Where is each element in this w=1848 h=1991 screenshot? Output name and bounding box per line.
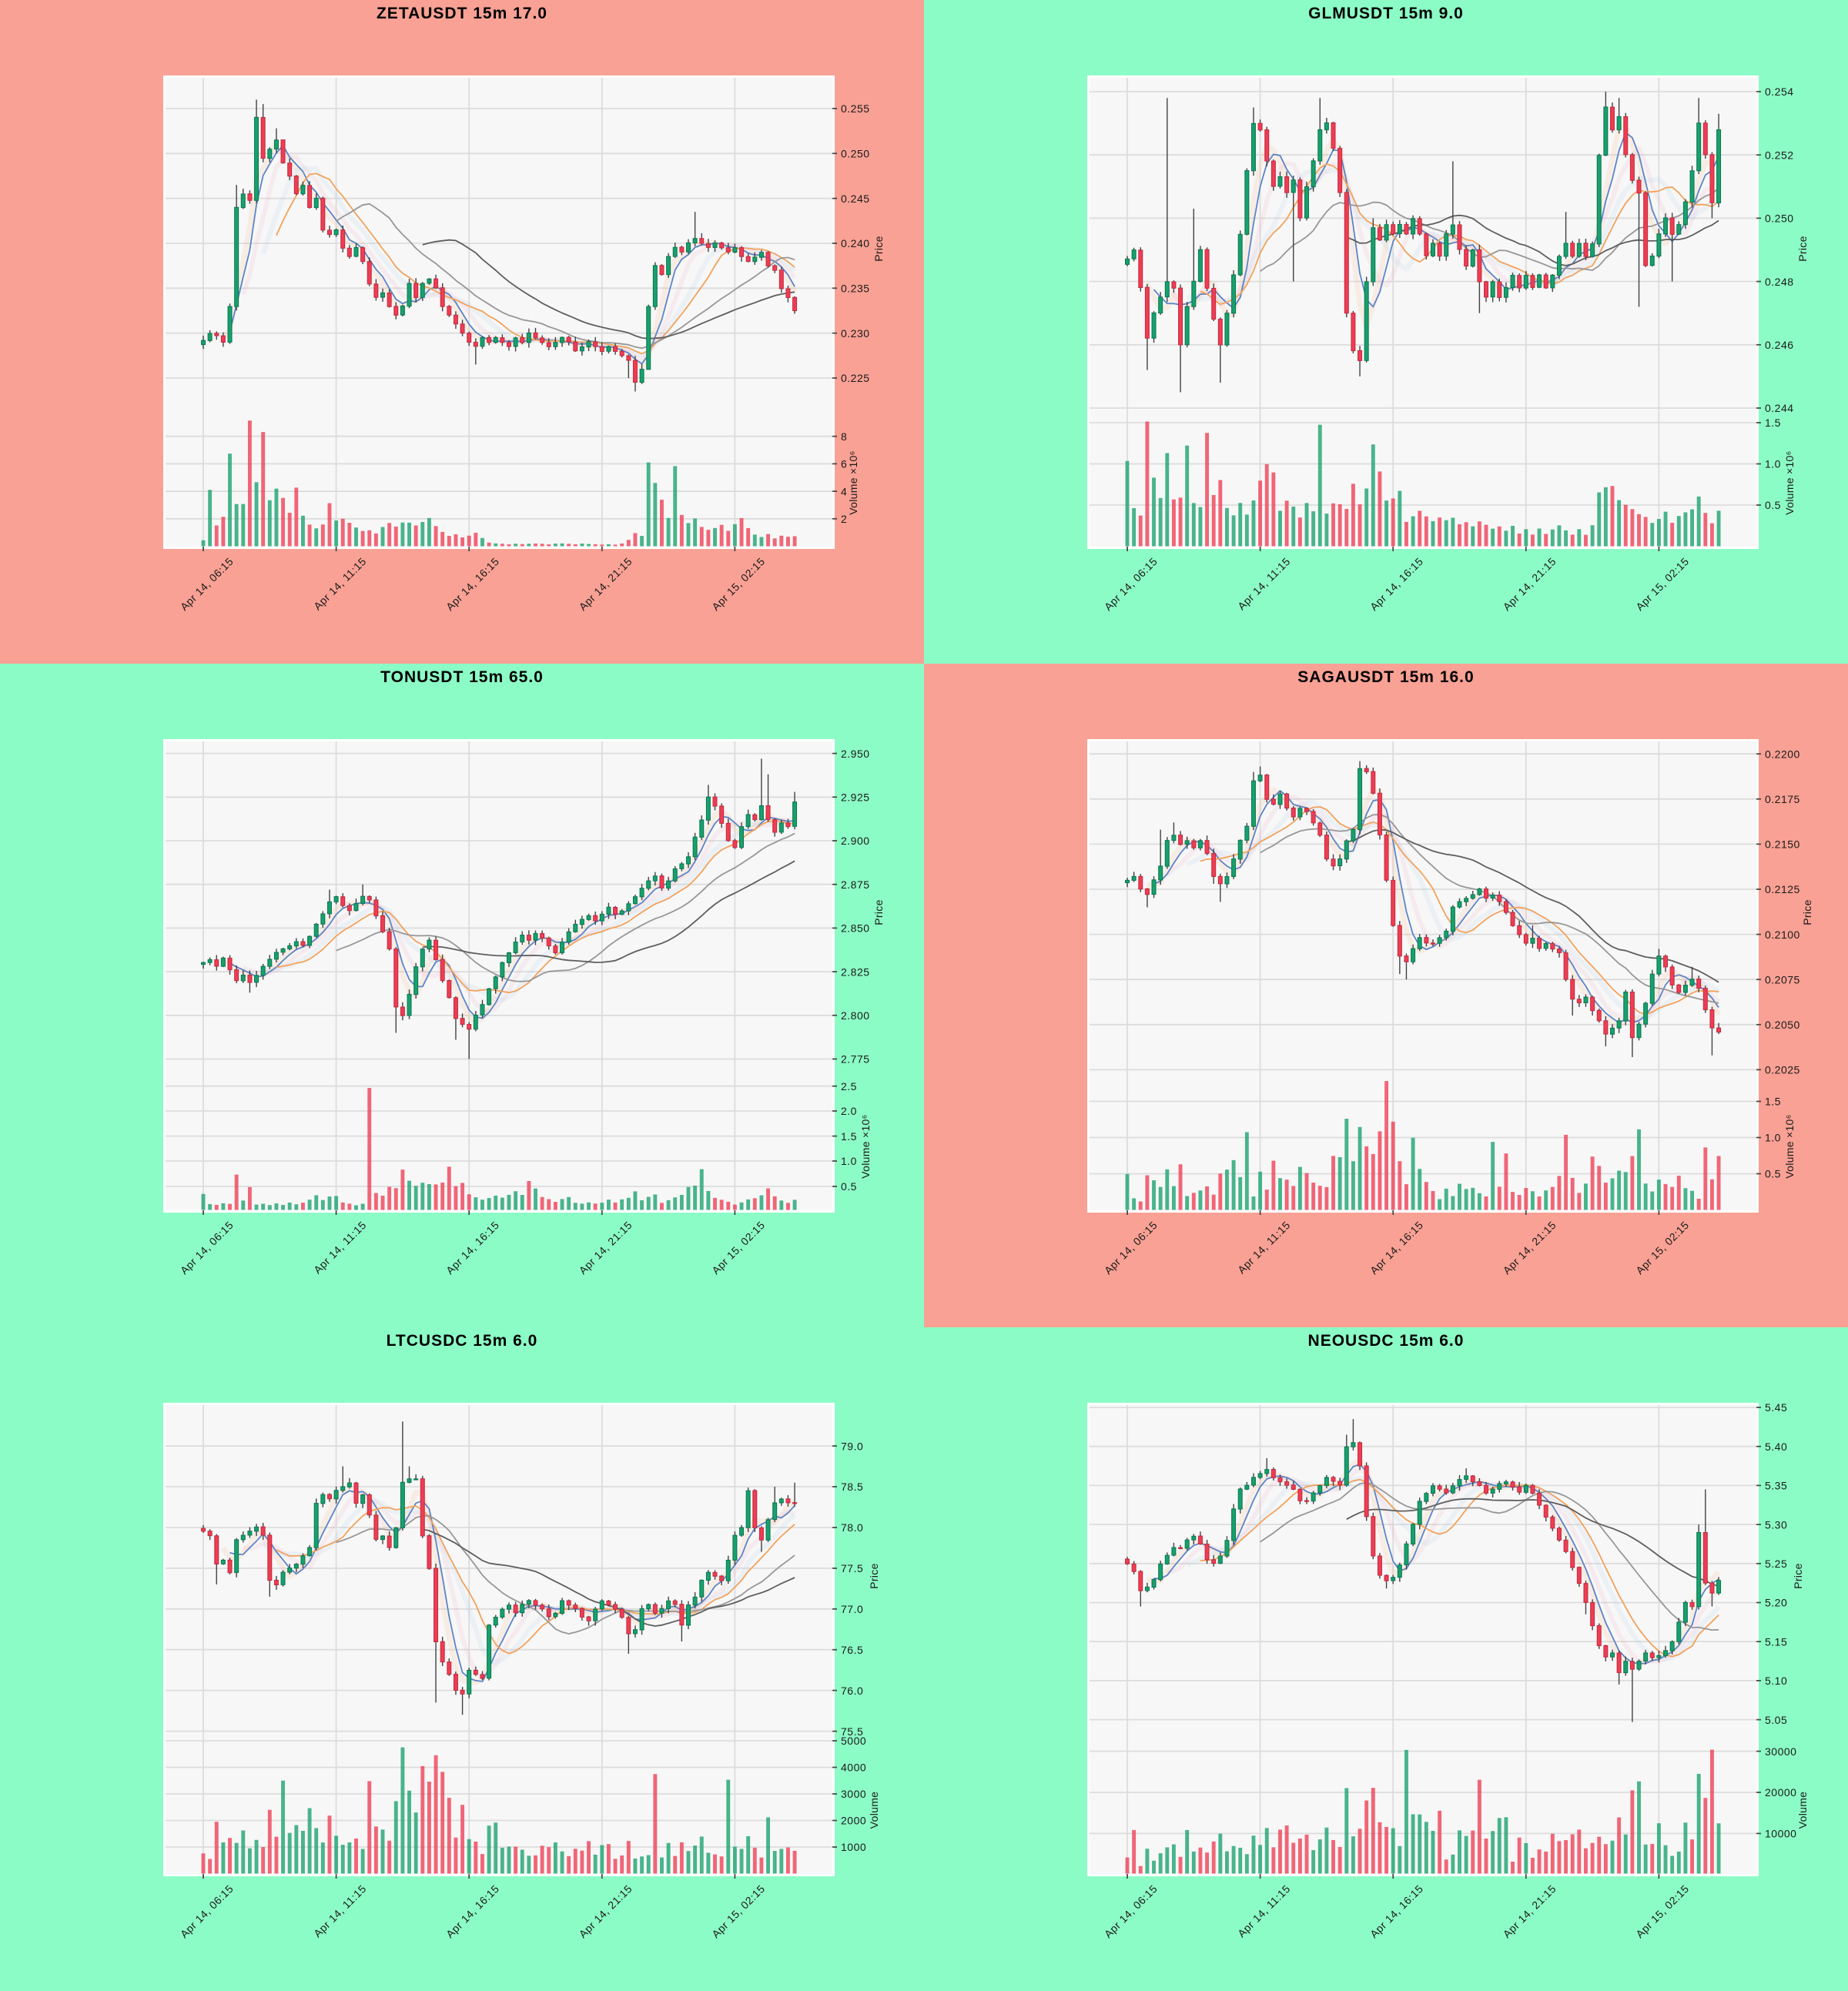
svg-text:SAGAUSDT 15m 16.0: SAGAUSDT 15m 16.0 (1297, 668, 1474, 686)
svg-text:Price: Price (868, 1563, 880, 1588)
svg-text:77.0: 77.0 (841, 1603, 863, 1615)
svg-text:Price: Price (1796, 236, 1809, 261)
svg-text:Volume ×10⁶: Volume ×10⁶ (1783, 1114, 1796, 1178)
svg-text:1000: 1000 (841, 1841, 866, 1853)
svg-text:5.35: 5.35 (1765, 1480, 1787, 1492)
svg-text:NEOUSDC 15m 6.0: NEOUSDC 15m 6.0 (1308, 1332, 1465, 1350)
svg-text:2.775: 2.775 (841, 1053, 870, 1066)
svg-text:6: 6 (841, 458, 847, 470)
svg-text:77.5: 77.5 (841, 1562, 863, 1574)
svg-text:ZETAUSDT 15m 17.0: ZETAUSDT 15m 17.0 (377, 5, 547, 22)
svg-text:Volume ×10⁶: Volume ×10⁶ (1783, 450, 1796, 514)
svg-text:8: 8 (841, 430, 847, 443)
svg-text:5.45: 5.45 (1765, 1401, 1787, 1414)
svg-text:0.2150: 0.2150 (1765, 838, 1800, 851)
svg-text:0.2100: 0.2100 (1765, 929, 1800, 941)
svg-text:1.0: 1.0 (841, 1155, 857, 1167)
svg-text:0.255: 0.255 (841, 102, 870, 115)
svg-text:20000: 20000 (1765, 1786, 1796, 1799)
svg-text:3000: 3000 (841, 1788, 866, 1800)
svg-text:0.248: 0.248 (1765, 276, 1794, 288)
svg-text:5.20: 5.20 (1765, 1597, 1787, 1609)
svg-text:Price: Price (1801, 899, 1813, 925)
svg-text:75.5: 75.5 (841, 1725, 863, 1738)
svg-text:LTCUSDC 15m 6.0: LTCUSDC 15m 6.0 (387, 1332, 538, 1350)
svg-text:10000: 10000 (1765, 1828, 1796, 1840)
svg-text:0.5: 0.5 (1765, 499, 1781, 511)
svg-text:0.245: 0.245 (841, 192, 870, 205)
svg-text:78.5: 78.5 (841, 1481, 863, 1493)
svg-text:0.2125: 0.2125 (1765, 883, 1800, 895)
svg-text:0.2075: 0.2075 (1765, 973, 1800, 985)
svg-text:2.875: 2.875 (841, 878, 870, 891)
svg-text:4: 4 (841, 485, 847, 497)
svg-text:2.5: 2.5 (841, 1080, 857, 1093)
svg-text:0.235: 0.235 (841, 283, 870, 295)
svg-text:0.2025: 0.2025 (1765, 1064, 1800, 1076)
svg-text:0.5: 0.5 (1765, 1168, 1781, 1180)
svg-text:2.850: 2.850 (841, 922, 870, 935)
svg-text:76.5: 76.5 (841, 1644, 863, 1656)
svg-text:Price: Price (1792, 1563, 1804, 1588)
svg-text:76.0: 76.0 (841, 1685, 863, 1697)
svg-text:79.0: 79.0 (841, 1440, 863, 1452)
svg-text:0.2175: 0.2175 (1765, 793, 1800, 805)
svg-text:5.40: 5.40 (1765, 1441, 1787, 1453)
svg-text:1.0: 1.0 (1765, 458, 1781, 470)
svg-text:1.5: 1.5 (841, 1130, 857, 1143)
svg-text:GLMUSDT 15m 9.0: GLMUSDT 15m 9.0 (1308, 5, 1464, 22)
svg-text:2: 2 (841, 513, 847, 525)
svg-text:0.225: 0.225 (841, 372, 870, 384)
svg-text:5000: 5000 (841, 1735, 866, 1747)
svg-text:TONUSDT 15m 65.0: TONUSDT 15m 65.0 (380, 668, 544, 686)
svg-text:Volume: Volume (868, 1792, 880, 1829)
svg-text:0.250: 0.250 (841, 148, 870, 160)
svg-text:5.05: 5.05 (1765, 1714, 1787, 1726)
svg-text:2000: 2000 (841, 1815, 866, 1827)
svg-text:1.5: 1.5 (1765, 417, 1781, 429)
svg-text:5.15: 5.15 (1765, 1635, 1787, 1648)
svg-text:0.5: 0.5 (841, 1180, 857, 1193)
svg-text:1.5: 1.5 (1765, 1096, 1781, 1108)
svg-text:0.254: 0.254 (1765, 85, 1794, 98)
svg-text:0.240: 0.240 (841, 237, 870, 249)
svg-text:Volume ×10⁶: Volume ×10⁶ (859, 1114, 872, 1178)
svg-text:5.10: 5.10 (1765, 1675, 1787, 1687)
svg-text:0.244: 0.244 (1765, 402, 1794, 414)
svg-text:Price: Price (872, 899, 885, 925)
svg-text:2.900: 2.900 (841, 835, 870, 847)
svg-text:78.0: 78.0 (841, 1521, 863, 1534)
svg-text:0.2200: 0.2200 (1765, 748, 1800, 760)
svg-text:2.0: 2.0 (841, 1105, 857, 1117)
svg-text:2.950: 2.950 (841, 748, 870, 760)
svg-text:2.800: 2.800 (841, 1009, 870, 1022)
svg-text:0.230: 0.230 (841, 327, 870, 340)
svg-text:4000: 4000 (841, 1762, 866, 1774)
svg-text:Volume: Volume (1796, 1792, 1809, 1829)
svg-text:5.25: 5.25 (1765, 1558, 1787, 1570)
svg-text:Price: Price (872, 236, 885, 261)
svg-text:Volume ×10⁶: Volume ×10⁶ (847, 450, 859, 514)
svg-text:5.30: 5.30 (1765, 1518, 1787, 1531)
svg-text:2.925: 2.925 (841, 791, 870, 804)
svg-text:0.2050: 0.2050 (1765, 1019, 1800, 1031)
svg-text:0.246: 0.246 (1765, 339, 1794, 351)
svg-text:0.250: 0.250 (1765, 212, 1794, 225)
svg-text:0.252: 0.252 (1765, 149, 1794, 161)
svg-text:1.0: 1.0 (1765, 1132, 1781, 1144)
svg-text:2.825: 2.825 (841, 965, 870, 978)
svg-text:30000: 30000 (1765, 1745, 1796, 1758)
